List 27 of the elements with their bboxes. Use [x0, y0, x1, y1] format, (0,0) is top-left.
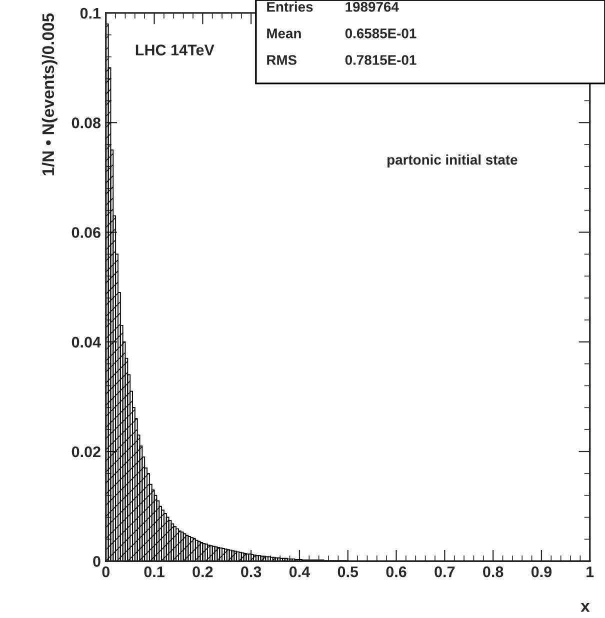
annotation: LHC 14TeV: [136, 44, 214, 56]
annotation: partonic initial state: [388, 154, 518, 168]
y-tick-label: 0.1: [80, 8, 101, 19]
x-tick-label: 1: [586, 566, 594, 578]
y-tick-label: 0.08: [72, 117, 101, 128]
x-tick-label: 0.5: [338, 566, 358, 578]
x-tick-label: 0.3: [241, 566, 262, 578]
y-tick-label: 0.02: [72, 446, 100, 458]
x-tick-label: 0.2: [192, 566, 213, 578]
text: Entries: [267, 2, 313, 12]
x-tick-label: 0: [102, 566, 110, 578]
x-tick-label: 0.8: [483, 566, 504, 578]
y-tick-label: 0.06: [72, 227, 100, 238]
annotation: Mean: [267, 28, 301, 38]
x-tick-label: 0.4: [289, 566, 310, 578]
x-tick-label: 0.7: [434, 566, 455, 578]
y-axis-title: 1/N • N(events)/0.005: [42, 13, 58, 176]
annotation: 0.7815E-01: [345, 55, 416, 65]
x-tick-label: 0.1: [144, 566, 164, 578]
annotation: 0.6585E-01: [345, 28, 416, 38]
annotation: RMS: [267, 55, 297, 65]
y-tick-label: 0: [93, 556, 100, 567]
y-tick-label: 0.04: [72, 336, 101, 348]
text: 1989764: [346, 2, 399, 12]
x-axis-title: x: [580, 602, 590, 612]
x-tick-label: 0.6: [386, 566, 406, 578]
x-tick-label: 0.9: [531, 566, 552, 578]
